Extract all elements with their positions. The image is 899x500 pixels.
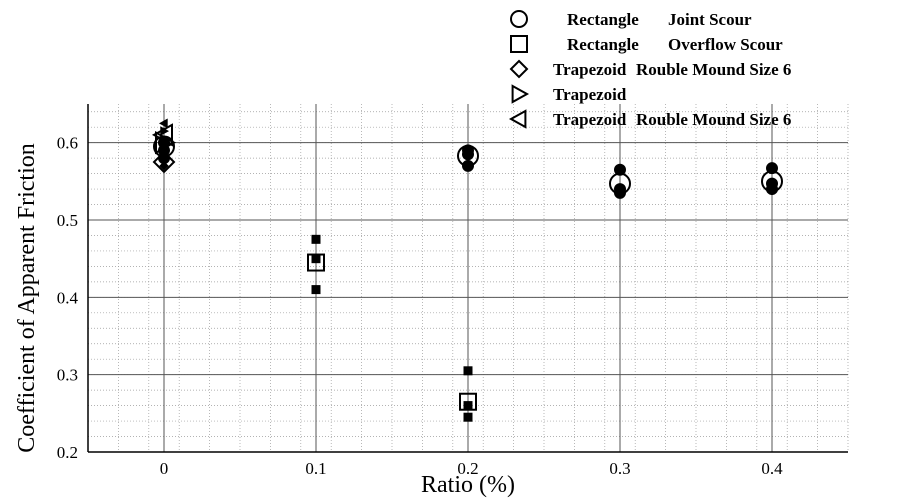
x-tick-label: 0.1 xyxy=(305,459,326,478)
circle-sample-point xyxy=(462,148,474,161)
legend-label-desc: Rouble Mound Size 6 xyxy=(636,110,791,129)
triangle-left-sample-point xyxy=(158,118,168,129)
x-tick-label: 0.2 xyxy=(457,459,478,478)
circle-sample-point xyxy=(766,183,778,196)
legend-label-shape: Trapezoid xyxy=(553,60,627,79)
legend-square-icon xyxy=(510,35,528,53)
legend-triangle-right-icon xyxy=(511,84,530,104)
tick-labels: 0 0.1 0.2 0.3 0.4 0.2 0.3 0.4 0.5 0.6 xyxy=(57,134,783,478)
legend-triangle-left-icon xyxy=(508,109,527,129)
legend-label-desc: Rouble Mound Size 6 xyxy=(636,60,791,79)
square-sample-point xyxy=(463,412,473,422)
y-axis-title: Coefficient of Apparent Friction xyxy=(14,143,40,452)
legend-label-desc: Joint Scour xyxy=(668,10,752,29)
circle-mean-point xyxy=(761,170,783,193)
legend-label-shape: Trapezoid xyxy=(553,85,627,104)
circle-mean-point xyxy=(457,144,479,167)
legend-label-shape: Rectangle xyxy=(567,10,639,29)
diamond-sample-point xyxy=(159,161,169,171)
square-sample-point xyxy=(463,401,473,411)
axes xyxy=(87,104,848,453)
square-sample-point xyxy=(311,285,321,295)
legend-label-shape: Rectangle xyxy=(567,35,639,54)
triangle-left-mean-point xyxy=(151,123,173,147)
diamond-mean-point xyxy=(152,150,176,174)
square-mean-point xyxy=(307,253,325,272)
triangle-right-mean-point xyxy=(155,130,177,155)
y-tick-label: 0.2 xyxy=(57,443,78,462)
x-axis-title: Ratio (%) xyxy=(421,472,515,498)
y-tick-label: 0.4 xyxy=(57,288,79,307)
square-mean-point xyxy=(459,392,477,411)
legend: Rectangle Joint Scour Rectangle Overflow Sc… xyxy=(508,10,791,129)
square-sample-point xyxy=(311,254,321,264)
x-tick-label: 0.4 xyxy=(761,459,783,478)
legend-circle-icon xyxy=(510,10,528,28)
circle-mean-point xyxy=(609,172,631,195)
y-tick-label: 0.5 xyxy=(57,211,78,230)
square-sample-point xyxy=(311,234,321,244)
x-tick-label: 0.3 xyxy=(609,459,630,478)
legend-diamond-icon xyxy=(509,59,529,79)
square-sample-point xyxy=(463,366,473,376)
legend-label-shape: Trapezoid xyxy=(553,110,627,129)
circle-sample-point xyxy=(614,163,626,176)
y-tick-label: 0.3 xyxy=(57,366,78,385)
legend-label-desc: Overflow Scour xyxy=(668,35,783,54)
x-tick-label: 0 xyxy=(160,459,169,478)
data-marks xyxy=(151,118,783,422)
y-tick-label: 0.6 xyxy=(57,134,78,153)
